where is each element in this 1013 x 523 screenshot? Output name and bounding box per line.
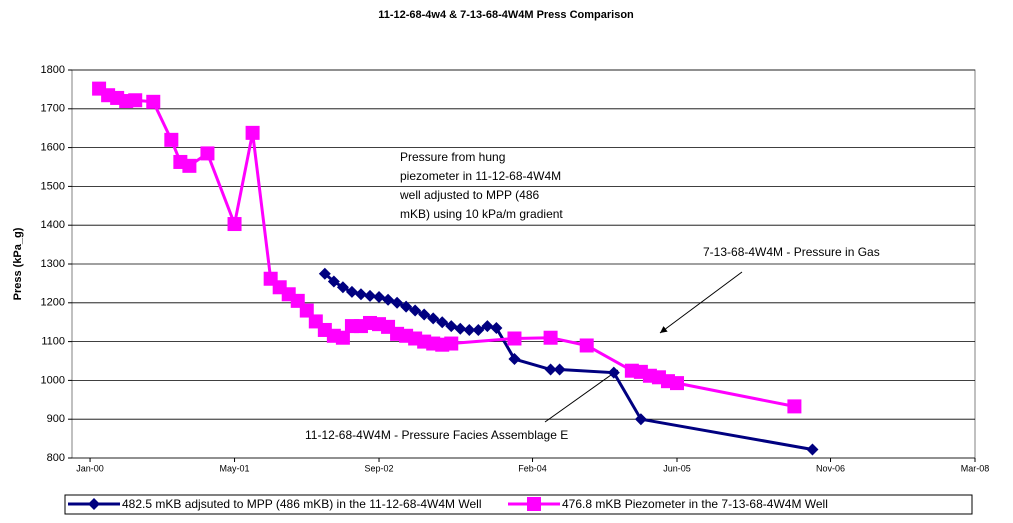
marker — [373, 290, 386, 303]
series-line — [98, 87, 795, 408]
marker — [463, 323, 476, 336]
y-tick-label: 900 — [47, 413, 65, 425]
marker — [607, 366, 620, 379]
marker — [345, 285, 358, 298]
y-tick-label: 1400 — [41, 219, 65, 231]
annotation: 11-12-68-4W4M - Pressure Facies Assembla… — [305, 428, 568, 442]
marker — [164, 132, 179, 147]
annotation-arrow — [544, 369, 619, 423]
marker — [444, 336, 459, 351]
marker — [543, 330, 558, 345]
marker — [445, 320, 458, 333]
y-axis-label: Press (kPa_g) — [12, 227, 24, 300]
marker — [335, 330, 350, 345]
marker — [787, 399, 802, 414]
x-tick-label: May-01 — [220, 463, 250, 473]
marker — [579, 338, 594, 353]
annotation: mKB) using 10 kPa/m gradient — [400, 207, 563, 221]
marker — [382, 293, 395, 306]
marker — [391, 296, 404, 309]
annotation: well adjusted to MPP (486 — [399, 188, 540, 202]
y-tick-label: 800 — [47, 452, 65, 464]
chart-title: 11-12-68-4w4 & 7-13-68-4W4M Press Compar… — [378, 9, 634, 21]
marker — [544, 363, 557, 376]
marker — [245, 125, 260, 140]
marker — [634, 413, 647, 426]
marker — [128, 93, 143, 108]
x-tick-label: Sep-02 — [365, 463, 394, 473]
marker — [670, 376, 685, 391]
legend-label: 482.5 mKB adjsuted to MPP (486 mKB) in t… — [122, 497, 482, 511]
marker — [507, 331, 522, 346]
y-tick-label: 1300 — [41, 258, 65, 270]
marker — [436, 316, 449, 329]
marker — [490, 322, 503, 335]
y-tick-label: 1700 — [41, 103, 65, 115]
y-tick-label: 1200 — [41, 297, 65, 309]
y-tick-label: 1500 — [41, 180, 65, 192]
marker — [354, 288, 367, 301]
x-tick-label: Nov-06 — [816, 463, 845, 473]
marker — [427, 312, 440, 325]
marker — [363, 289, 376, 302]
marker — [146, 94, 161, 109]
marker — [454, 322, 467, 335]
annotation: piezometer in 11-12-68-4W4M — [400, 169, 561, 183]
marker — [409, 304, 422, 317]
marker — [806, 443, 819, 456]
y-tick-label: 1000 — [41, 374, 65, 386]
marker — [553, 363, 566, 376]
x-tick-label: Jun-05 — [663, 463, 691, 473]
marker — [200, 146, 215, 161]
marker — [327, 275, 340, 288]
marker — [336, 281, 349, 294]
marker — [318, 267, 331, 280]
marker — [299, 303, 314, 318]
legend-marker — [88, 498, 100, 510]
marker — [508, 353, 521, 366]
annotation: Pressure from hung — [400, 150, 505, 164]
y-tick-label: 1800 — [41, 64, 65, 76]
marker — [400, 300, 413, 313]
x-tick-label: Feb-04 — [518, 463, 547, 473]
marker — [227, 217, 242, 232]
y-tick-label: 1600 — [41, 142, 65, 154]
y-tick-label: 1100 — [41, 336, 65, 348]
marker — [418, 308, 431, 321]
marker — [472, 323, 485, 336]
annotation: 7-13-68-4W4M - Pressure in Gas — [703, 245, 880, 259]
x-tick-label: Jan-00 — [76, 463, 104, 473]
marker — [481, 320, 494, 333]
legend-marker — [527, 497, 541, 511]
x-tick-label: Mar-08 — [961, 463, 990, 473]
legend-label: 476.8 mKB Piezometer in the 7-13-68-4W4M… — [562, 497, 828, 511]
marker — [182, 158, 197, 173]
